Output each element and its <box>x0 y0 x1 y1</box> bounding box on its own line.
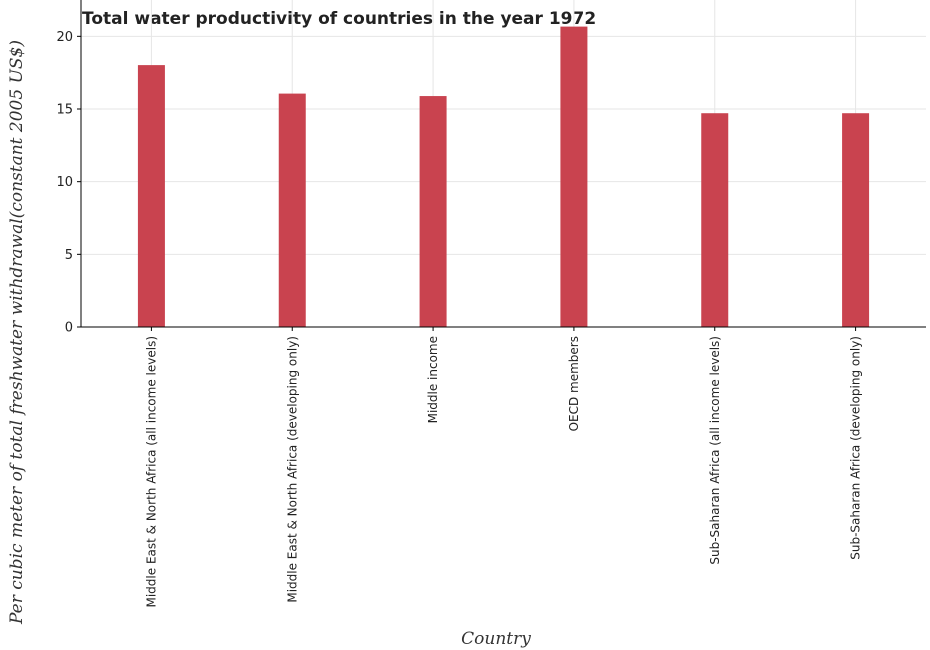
x-tick-label: Middle East & North Africa (all income l… <box>144 336 158 608</box>
x-tick-label: Sub-Saharan Africa (developing only) <box>849 336 863 560</box>
y-tick-label: 20 <box>56 30 73 45</box>
bars <box>138 27 869 327</box>
y-tick-label: 10 <box>56 175 73 190</box>
y-tick-label: 0 <box>65 321 73 336</box>
bar <box>842 113 869 327</box>
y-tick-labels: 0 5 10 15 20 <box>56 30 81 336</box>
bar <box>420 96 447 327</box>
x-axis-title: Country <box>461 629 531 649</box>
bar <box>279 94 306 327</box>
bar <box>138 65 165 327</box>
x-tick-label: Middle income <box>426 336 440 423</box>
bar <box>560 27 587 327</box>
y-tick-label: 15 <box>56 103 73 118</box>
axes <box>81 0 926 327</box>
gridlines <box>81 0 926 327</box>
x-tick-label: Middle East & North Africa (developing o… <box>285 336 299 603</box>
y-tick-label: 5 <box>65 248 73 263</box>
x-tick-labels: Middle East & North Africa (all income l… <box>144 327 862 608</box>
chart-title: Total water productivity of countries in… <box>82 9 596 29</box>
x-tick-label: Sub-Saharan Africa (all income levels) <box>708 336 722 565</box>
bar <box>701 113 728 327</box>
x-tick-label: OECD members <box>567 336 581 431</box>
y-axis-title: Per cubic meter of total freshwater with… <box>7 40 27 625</box>
